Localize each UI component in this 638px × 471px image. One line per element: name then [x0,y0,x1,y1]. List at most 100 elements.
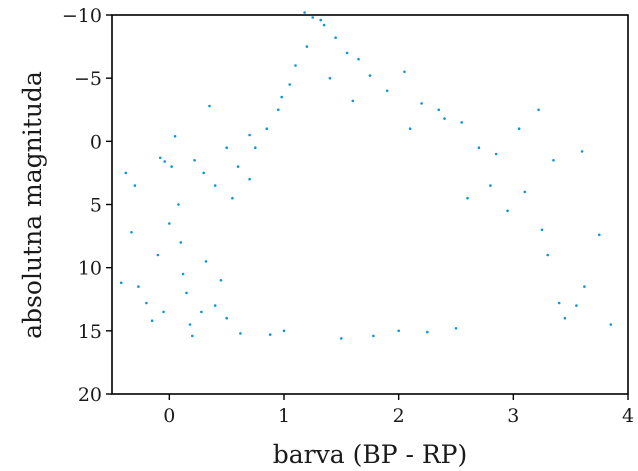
scatter-points [119,11,613,340]
data-point-38 [305,45,309,48]
data-point-29 [219,279,223,282]
data-point-39 [311,16,315,19]
data-point-27 [213,304,217,307]
data-point-14 [168,222,171,225]
data-point-0 [119,281,123,285]
x-tick-label: 0 [163,405,175,427]
y-tick-label: 5 [90,195,102,217]
data-point-57 [609,323,613,326]
y-tick-label: −10 [62,5,102,27]
data-point-5 [145,301,148,305]
data-point-46 [403,70,406,74]
data-point-60 [583,285,586,288]
data-point-1 [124,171,128,175]
x-axis-ticks: 0 1 2 3 4 [163,394,634,427]
data-point-68 [454,327,458,330]
data-point-2 [133,184,137,187]
data-point-26 [248,177,251,181]
data-point-7 [150,319,154,323]
data-point-45 [385,89,389,93]
data-point-73 [322,23,326,27]
y-tick-label: 20 [78,384,102,406]
y-tick-label: 15 [78,321,102,343]
data-point-74 [280,95,284,99]
x-tick-label: 3 [507,405,519,427]
data-point-18 [188,323,192,326]
data-point-11 [173,135,177,138]
data-point-67 [397,329,401,333]
data-point-4 [137,285,140,288]
data-point-41 [334,36,337,39]
data-point-36 [288,83,292,86]
y-axis-label: absolutna magnituda [18,71,47,339]
data-point-19 [191,334,194,338]
data-point-78 [408,127,412,130]
data-point-54 [552,159,555,162]
data-point-43 [357,57,360,61]
data-point-40 [319,18,323,22]
data-point-77 [443,117,446,120]
data-point-65 [282,329,286,333]
x-tick-label: 4 [622,405,634,427]
data-point-37 [294,64,297,67]
data-point-23 [213,184,217,187]
data-point-83 [546,253,549,257]
data-point-59 [557,301,561,305]
data-point-51 [494,152,498,156]
data-point-8 [162,310,165,314]
data-point-16 [181,272,185,276]
data-point-30 [200,310,203,314]
data-point-48 [437,108,441,112]
data-point-53 [537,108,540,112]
data-point-35 [277,108,280,112]
data-point-49 [460,121,464,124]
data-point-72 [303,11,306,14]
data-point-32 [239,332,242,335]
data-point-10 [163,160,166,163]
data-point-62 [489,184,492,187]
data-point-21 [202,171,205,175]
data-point-34 [265,127,269,130]
data-point-64 [466,196,469,200]
y-tick-label: 0 [90,131,102,153]
data-point-22 [208,104,211,108]
data-point-80 [225,146,228,149]
data-point-44 [368,74,372,77]
data-point-20 [193,159,196,162]
y-tick-label: 10 [78,258,102,280]
plot-frame [111,14,629,395]
data-point-24 [231,196,234,200]
data-point-12 [170,165,173,168]
data-point-9 [158,156,162,160]
data-point-55 [580,150,584,153]
data-point-76 [351,99,355,103]
data-point-75 [328,76,332,80]
x-tick-label: 1 [278,405,290,427]
data-point-3 [130,231,133,234]
data-point-71 [426,330,429,334]
data-point-63 [506,209,509,213]
data-point-82 [540,228,544,232]
data-point-47 [420,102,423,105]
data-point-13 [177,203,180,206]
data-point-50 [477,146,481,149]
data-point-79 [248,133,251,137]
data-point-81 [523,190,527,194]
x-axis-label: barva (BP - RP) [273,440,468,469]
data-point-33 [254,146,257,149]
data-point-6 [156,253,160,257]
data-point-15 [179,241,183,244]
data-point-42 [345,51,349,55]
data-point-25 [236,165,240,168]
x-tick-label: 2 [393,405,405,427]
data-point-28 [225,316,228,320]
data-point-17 [185,291,188,295]
data-point-66 [340,337,343,340]
data-point-56 [598,233,601,237]
data-point-58 [575,304,578,307]
data-point-69 [268,333,272,336]
data-point-52 [517,127,521,130]
y-axis-ticks: −10 −5 0 5 10 15 20 [62,5,112,406]
data-point-61 [563,316,567,320]
